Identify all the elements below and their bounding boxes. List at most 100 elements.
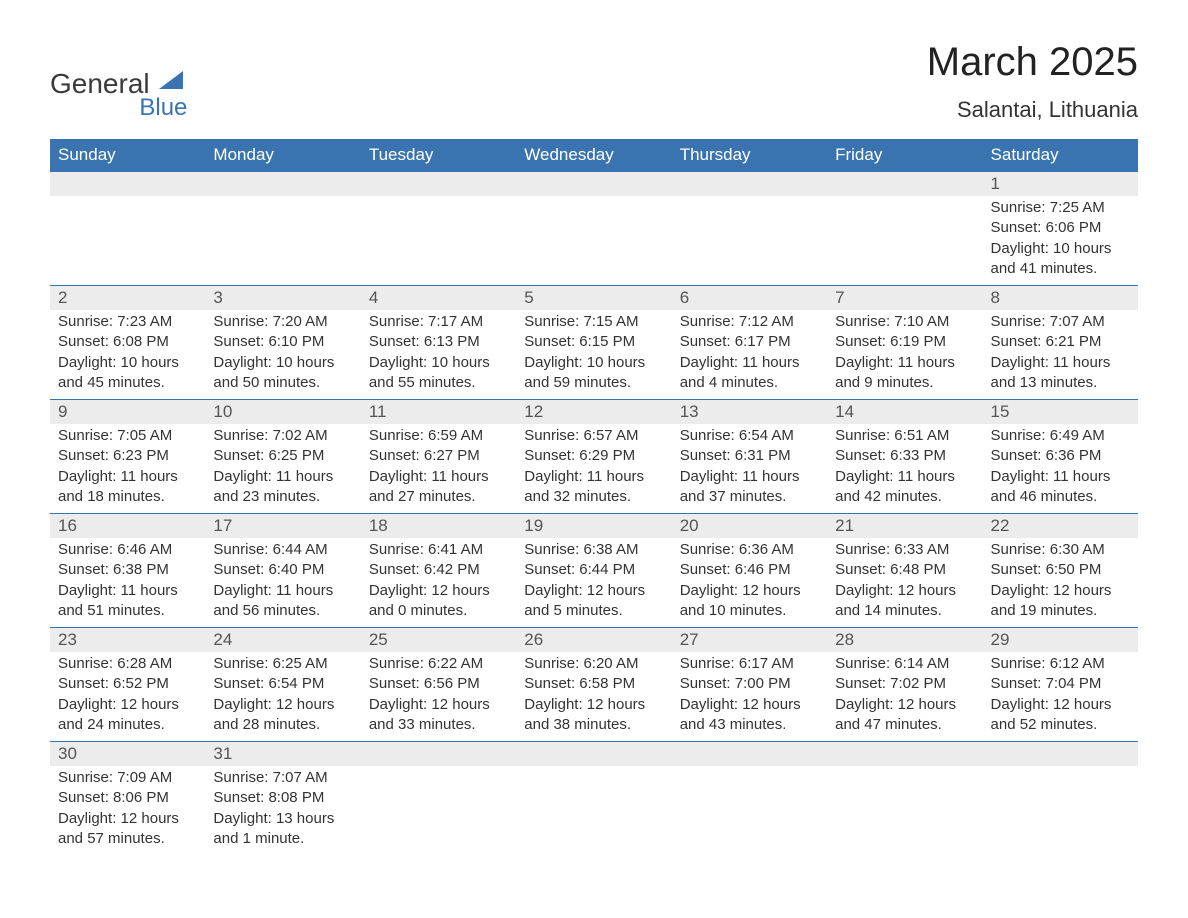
sunrise-text: Sunrise: 6:25 AM (213, 654, 352, 674)
day-data-cell (516, 766, 671, 855)
daylight-text: Daylight: 11 hours (680, 353, 819, 373)
daylight-text: and 57 minutes. (58, 829, 197, 849)
sunrise-text: Sunrise: 6:38 AM (524, 540, 663, 560)
daylight-text: and 56 minutes. (213, 601, 352, 621)
sunset-text: Sunset: 6:50 PM (991, 560, 1130, 580)
sunrise-text: Sunrise: 6:36 AM (680, 540, 819, 560)
weekday-header: Saturday (983, 139, 1138, 172)
sunrise-text: Sunrise: 6:14 AM (835, 654, 974, 674)
day-number-row: 3031 (50, 742, 1138, 767)
sunset-text: Sunset: 8:06 PM (58, 788, 197, 808)
day-data-cell (827, 766, 982, 855)
sunrise-text: Sunrise: 6:33 AM (835, 540, 974, 560)
sunset-text: Sunset: 6:21 PM (991, 332, 1130, 352)
weekday-header: Wednesday (516, 139, 671, 172)
sunrise-text: Sunrise: 7:02 AM (213, 426, 352, 446)
day-number-cell (983, 742, 1138, 767)
day-number-cell: 31 (205, 742, 360, 767)
sunset-text: Sunset: 6:33 PM (835, 446, 974, 466)
daylight-text: Daylight: 11 hours (58, 467, 197, 487)
brand-logo: General Blue (50, 70, 187, 122)
day-data-cell: Sunrise: 6:28 AMSunset: 6:52 PMDaylight:… (50, 652, 205, 742)
day-data-cell: Sunrise: 6:17 AMSunset: 7:00 PMDaylight:… (672, 652, 827, 742)
day-number-cell: 30 (50, 742, 205, 767)
sunrise-text: Sunrise: 6:59 AM (369, 426, 508, 446)
day-number-cell: 1 (983, 172, 1138, 197)
daylight-text: and 41 minutes. (991, 259, 1130, 279)
daylight-text: and 42 minutes. (835, 487, 974, 507)
daylight-text: Daylight: 12 hours (369, 581, 508, 601)
sunrise-text: Sunrise: 6:30 AM (991, 540, 1130, 560)
day-number-cell (50, 172, 205, 197)
sunset-text: Sunset: 6:44 PM (524, 560, 663, 580)
sunrise-text: Sunrise: 7:25 AM (991, 198, 1130, 218)
sunrise-text: Sunrise: 7:23 AM (58, 312, 197, 332)
daylight-text: and 9 minutes. (835, 373, 974, 393)
day-number-cell: 22 (983, 514, 1138, 539)
daylight-text: Daylight: 12 hours (835, 695, 974, 715)
day-data-cell: Sunrise: 6:33 AMSunset: 6:48 PMDaylight:… (827, 538, 982, 628)
daylight-text: and 13 minutes. (991, 373, 1130, 393)
daylight-text: and 5 minutes. (524, 601, 663, 621)
day-data-cell: Sunrise: 7:02 AMSunset: 6:25 PMDaylight:… (205, 424, 360, 514)
day-data-cell: Sunrise: 6:30 AMSunset: 6:50 PMDaylight:… (983, 538, 1138, 628)
sunset-text: Sunset: 6:31 PM (680, 446, 819, 466)
sunrise-text: Sunrise: 6:41 AM (369, 540, 508, 560)
day-number-cell: 15 (983, 400, 1138, 425)
sunrise-text: Sunrise: 6:22 AM (369, 654, 508, 674)
sunrise-text: Sunrise: 6:17 AM (680, 654, 819, 674)
sunset-text: Sunset: 6:06 PM (991, 218, 1130, 238)
daylight-text: Daylight: 12 hours (680, 695, 819, 715)
title-block: March 2025 Salantai, Lithuania (927, 40, 1138, 131)
day-number-row: 2345678 (50, 286, 1138, 311)
day-number-cell: 12 (516, 400, 671, 425)
sunset-text: Sunset: 6:08 PM (58, 332, 197, 352)
daylight-text: and 27 minutes. (369, 487, 508, 507)
weekday-header: Thursday (672, 139, 827, 172)
daylight-text: and 4 minutes. (680, 373, 819, 393)
sunrise-text: Sunrise: 6:20 AM (524, 654, 663, 674)
day-data-cell: Sunrise: 6:49 AMSunset: 6:36 PMDaylight:… (983, 424, 1138, 514)
day-number-cell: 9 (50, 400, 205, 425)
day-data-cell: Sunrise: 6:41 AMSunset: 6:42 PMDaylight:… (361, 538, 516, 628)
daylight-text: and 59 minutes. (524, 373, 663, 393)
day-number-cell: 24 (205, 628, 360, 653)
day-number-cell (827, 742, 982, 767)
day-number-cell: 5 (516, 286, 671, 311)
daylight-text: Daylight: 11 hours (213, 467, 352, 487)
daylight-text: Daylight: 11 hours (835, 353, 974, 373)
daylight-text: Daylight: 12 hours (524, 581, 663, 601)
daylight-text: Daylight: 10 hours (369, 353, 508, 373)
day-data-row: Sunrise: 7:25 AMSunset: 6:06 PMDaylight:… (50, 196, 1138, 286)
daylight-text: and 32 minutes. (524, 487, 663, 507)
day-data-cell: Sunrise: 6:12 AMSunset: 7:04 PMDaylight:… (983, 652, 1138, 742)
day-data-cell: Sunrise: 7:12 AMSunset: 6:17 PMDaylight:… (672, 310, 827, 400)
day-number-cell (672, 172, 827, 197)
daylight-text: and 14 minutes. (835, 601, 974, 621)
daylight-text: Daylight: 12 hours (835, 581, 974, 601)
day-number-cell (361, 742, 516, 767)
day-data-cell: Sunrise: 6:51 AMSunset: 6:33 PMDaylight:… (827, 424, 982, 514)
sunrise-text: Sunrise: 6:28 AM (58, 654, 197, 674)
day-number-cell: 13 (672, 400, 827, 425)
sunset-text: Sunset: 6:56 PM (369, 674, 508, 694)
daylight-text: Daylight: 12 hours (58, 809, 197, 829)
sunrise-text: Sunrise: 6:49 AM (991, 426, 1130, 446)
day-number-row: 23242526272829 (50, 628, 1138, 653)
day-data-cell (672, 196, 827, 286)
daylight-text: and 47 minutes. (835, 715, 974, 735)
daylight-text: Daylight: 11 hours (680, 467, 819, 487)
sunset-text: Sunset: 6:40 PM (213, 560, 352, 580)
daylight-text: Daylight: 11 hours (991, 467, 1130, 487)
page-title: March 2025 (927, 40, 1138, 85)
day-number-cell: 27 (672, 628, 827, 653)
day-number-row: 9101112131415 (50, 400, 1138, 425)
day-data-cell: Sunrise: 7:07 AMSunset: 6:21 PMDaylight:… (983, 310, 1138, 400)
day-data-cell (516, 196, 671, 286)
sunset-text: Sunset: 6:48 PM (835, 560, 974, 580)
day-number-cell: 6 (672, 286, 827, 311)
sunrise-text: Sunrise: 6:12 AM (991, 654, 1130, 674)
sunset-text: Sunset: 6:54 PM (213, 674, 352, 694)
day-data-cell: Sunrise: 7:07 AMSunset: 8:08 PMDaylight:… (205, 766, 360, 855)
weekday-header: Friday (827, 139, 982, 172)
